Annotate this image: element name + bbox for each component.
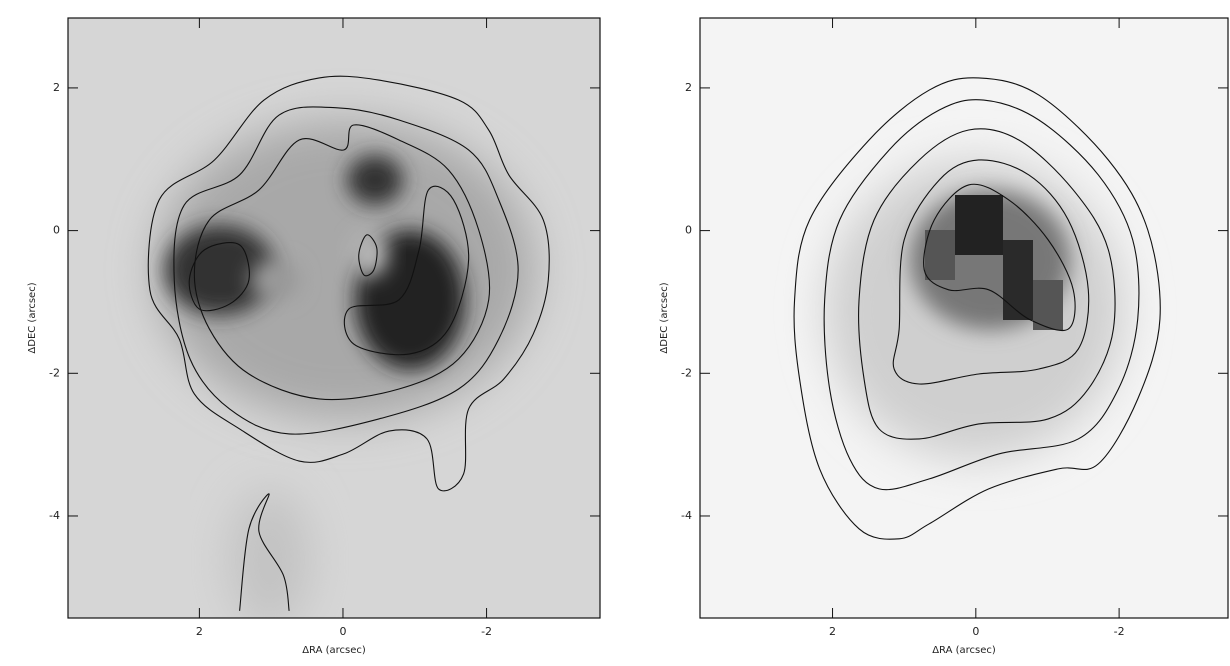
x-axis-label: ΔRA (arcsec)	[932, 645, 996, 656]
x-tick-label: 0	[339, 625, 346, 638]
x-tick-label: -2	[1114, 625, 1125, 638]
y-axis-label: ΔDEC (arcsec)	[659, 282, 670, 353]
x-axis-label: ΔRA (arcsec)	[302, 645, 366, 656]
left-image	[68, 18, 600, 630]
x-tick-label: 2	[829, 625, 836, 638]
x-tick-label: 2	[196, 625, 203, 638]
y-tick-label: -4	[681, 509, 692, 522]
x-tick-label: -2	[481, 625, 492, 638]
y-tick-label: 0	[685, 224, 692, 237]
y-tick-label: 0	[53, 224, 60, 237]
y-tick-label: 2	[685, 81, 692, 94]
right-image	[700, 18, 1228, 618]
y-axis-label: ΔDEC (arcsec)	[27, 282, 38, 353]
figure: 2 0 -2 -4 -2 0 2 ΔRA (arcsec) ΔDEC (arcsec) 2 0 -2 -…	[0, 0, 1230, 666]
y-tick-label: -2	[49, 366, 60, 379]
x-tick-label: 0	[972, 625, 979, 638]
y-tick-label: -4	[49, 509, 60, 522]
y-tick-label: -2	[681, 366, 692, 379]
y-tick-label: 2	[53, 81, 60, 94]
